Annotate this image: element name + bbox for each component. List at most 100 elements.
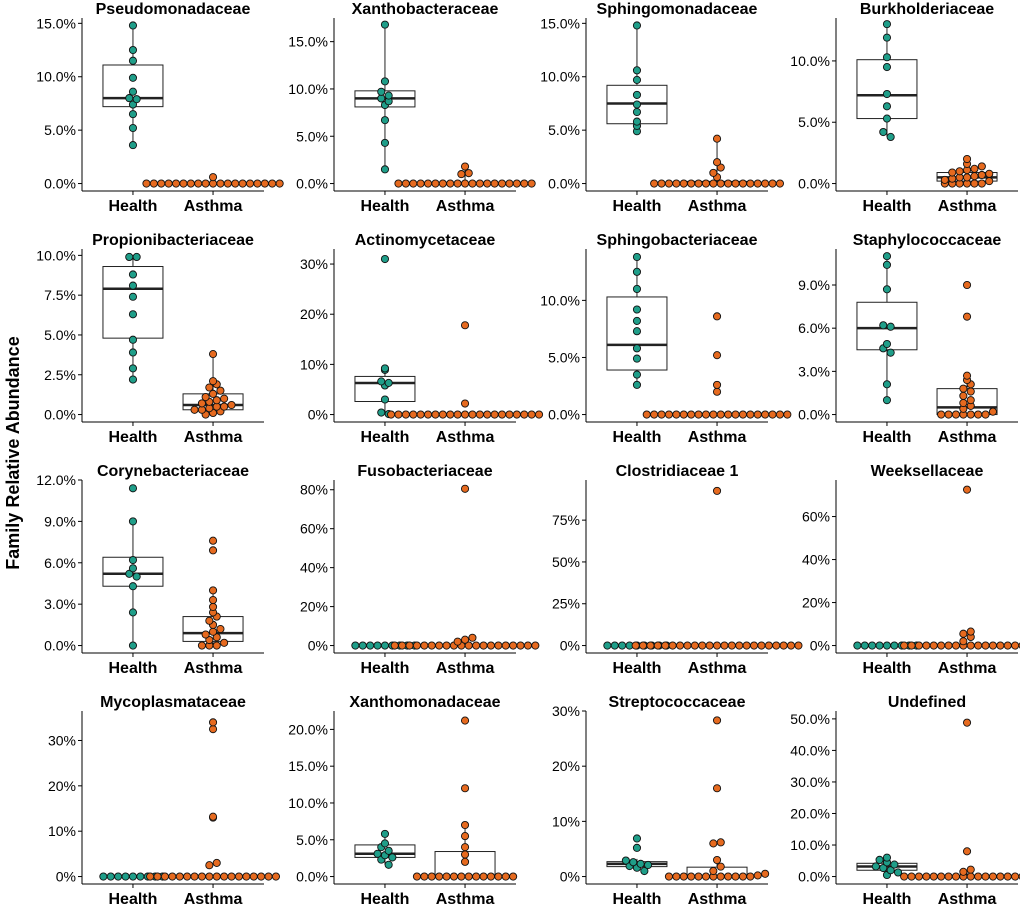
point-asthma [951, 872, 960, 881]
point-asthma [390, 641, 399, 650]
point-asthma [401, 179, 410, 188]
point-asthma [431, 179, 440, 188]
point-asthma [746, 872, 755, 881]
point-asthma [453, 179, 462, 188]
point-asthma [959, 867, 968, 876]
point-asthma [907, 641, 916, 650]
point-health [868, 641, 877, 650]
point-asthma [716, 838, 725, 847]
x-tick-label: Health [361, 891, 410, 906]
panel-actinomycetaceae: Actinomycetaceae 0% 10% 20% 30% Health Asthma [300, 232, 544, 446]
point-asthma [227, 872, 236, 881]
point-asthma [479, 872, 488, 881]
point-asthma [996, 872, 1005, 881]
point-asthma [238, 179, 247, 188]
point-asthma [208, 586, 218, 595]
point-asthma [768, 410, 777, 419]
panel-fusobacteriaceae: Fusobacteriaceae 0% 20% 40% 60% 80% Health Asth… [300, 463, 540, 677]
point-asthma [712, 784, 722, 793]
point-health [632, 344, 642, 353]
point-asthma [212, 641, 221, 650]
point-asthma [468, 633, 477, 642]
point-asthma [749, 641, 759, 650]
y-tick-label: 10.0% [540, 69, 580, 85]
point-asthma [501, 872, 510, 881]
panel-undefined: Undefined 0.0% 10.0% 20.0% 30.0% 40.0% 50.0% He… [790, 694, 1020, 906]
point-asthma [242, 872, 251, 881]
point-asthma [709, 179, 718, 188]
point-asthma [460, 832, 470, 841]
point-asthma [460, 162, 470, 171]
point-health [886, 348, 895, 357]
point-health [114, 872, 123, 881]
point-asthma [464, 872, 473, 881]
point-asthma [257, 872, 266, 881]
point-health [640, 866, 649, 876]
point-asthma [914, 641, 923, 650]
point-asthma [435, 872, 444, 881]
x-tick-label: Asthma [184, 660, 243, 677]
point-asthma [401, 410, 410, 419]
point-asthma [679, 179, 688, 188]
point-asthma [712, 351, 722, 360]
x-tick-label: Health [361, 198, 410, 215]
point-asthma [509, 641, 518, 650]
point-asthma [179, 179, 188, 188]
point-health [377, 94, 386, 103]
point-asthma [460, 410, 470, 419]
point-health [636, 859, 645, 868]
point-asthma [534, 410, 544, 419]
point-asthma [490, 410, 499, 419]
point-health [128, 87, 138, 96]
y-tick-label: 10.0% [36, 69, 76, 85]
point-health [879, 321, 888, 330]
point-asthma [988, 641, 997, 650]
panel-clostridiaceae-1: Clostridiaceae 1 0% 25% 50% 75% Health Asthma [552, 463, 803, 677]
point-asthma [712, 486, 722, 495]
point-asthma [966, 410, 975, 419]
y-tick-label: 20% [552, 758, 580, 774]
point-asthma [712, 312, 722, 321]
y-tick-label: 2.5% [44, 367, 76, 383]
point-health [610, 641, 619, 650]
y-tick-label: 0% [810, 638, 830, 654]
point-asthma [929, 872, 938, 881]
point-asthma [940, 175, 949, 184]
panel-title: Corynebacteriaceae [97, 463, 249, 480]
point-asthma [679, 410, 688, 419]
panel-title: Xanthomonadaceae [349, 694, 500, 711]
y-tick-label: 15.0% [288, 34, 328, 50]
point-health [632, 370, 642, 379]
point-health [882, 396, 892, 405]
point-asthma [959, 398, 968, 408]
point-asthma [687, 179, 696, 188]
point-health [632, 21, 642, 30]
point-asthma [962, 312, 972, 321]
point-asthma [523, 641, 532, 650]
point-asthma [712, 158, 722, 167]
point-asthma [472, 641, 481, 650]
point-asthma [483, 410, 492, 419]
point-asthma [509, 872, 518, 881]
point-asthma [951, 410, 960, 419]
point-asthma [183, 872, 192, 881]
point-health [384, 378, 393, 387]
point-health [128, 564, 138, 573]
point-health [373, 849, 382, 858]
x-tick-label: Health [863, 429, 912, 446]
y-tick-label: 40.0% [790, 742, 830, 758]
point-asthma [735, 641, 744, 650]
y-tick-label: 0.0% [548, 176, 580, 192]
point-health [128, 110, 138, 119]
point-asthma [153, 872, 162, 881]
point-health [644, 860, 653, 870]
point-health [132, 252, 141, 262]
point-asthma [962, 718, 972, 727]
y-tick-label: 10% [552, 813, 580, 829]
point-asthma [490, 179, 499, 188]
point-asthma [438, 410, 447, 419]
point-health [632, 107, 642, 117]
point-asthma [922, 641, 931, 650]
point-asthma [900, 641, 909, 650]
point-asthma [208, 350, 218, 359]
